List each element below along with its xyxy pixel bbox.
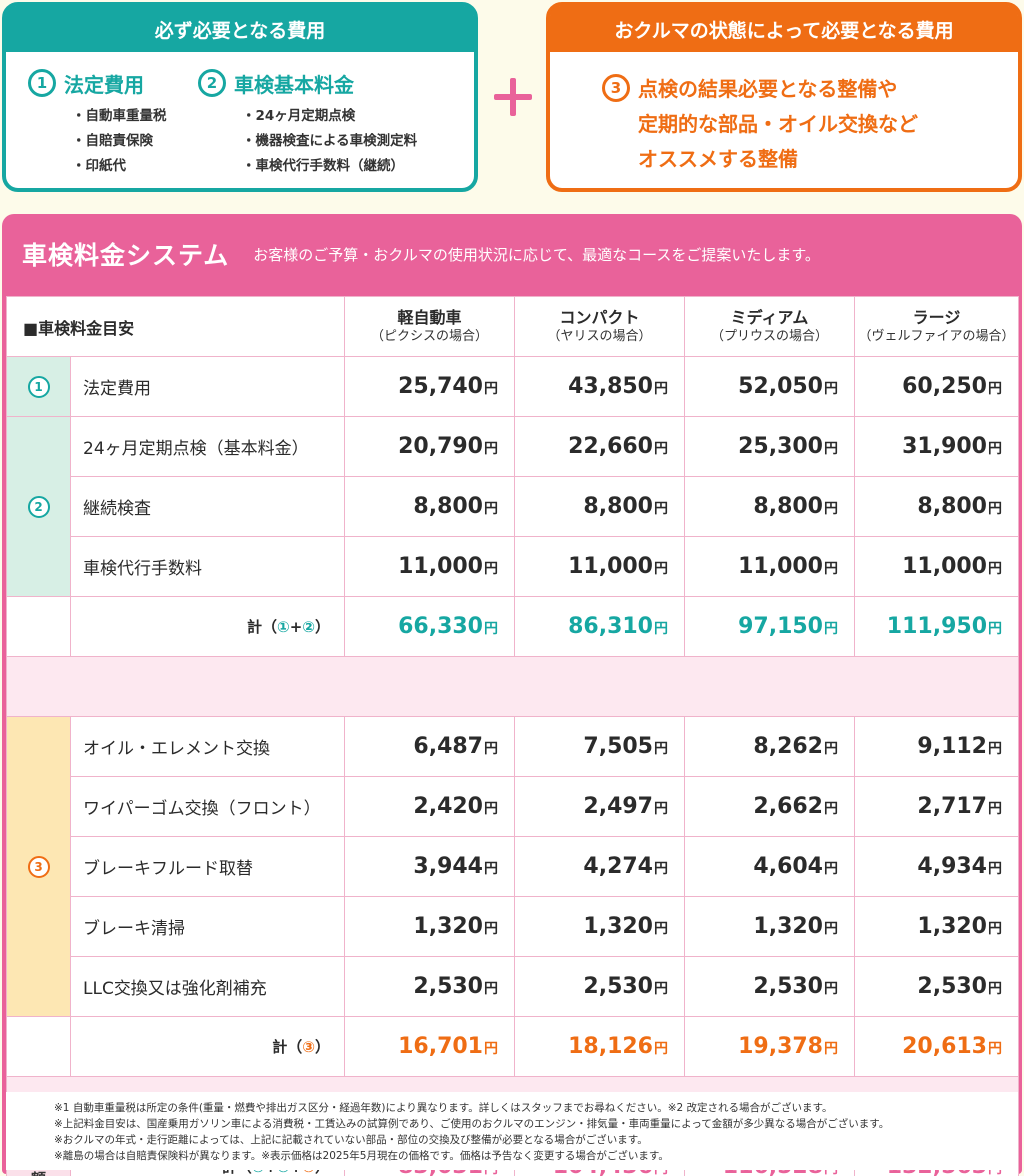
fee-table: ■車検料金目安 軽自動車 （ピクシスの場合） コンパクト （ヤリスの場合） ミディア… (6, 296, 1019, 1176)
plus-icon (488, 72, 538, 122)
legal-fees-list: ・自動車重量税 ・自賠責保険 ・印紙代 (72, 104, 198, 179)
car-header-compact: コンパクト （ヤリスの場合） (514, 296, 685, 357)
table-row: 2 24ヶ月定期点検（基本料金） 20,790円 22,660円 25,300円… (6, 416, 1019, 597)
footnote: ※1 自動車重量税は所定の条件(重量・燃費や排出ガス区分・経過年数)により異なり… (54, 1102, 833, 1114)
conditional-costs-box: おクルマの状態によって必要となる費用 3 点検の結果必要となる整備や 定期的な部… (546, 2, 1022, 192)
footnote: ※離島の場合は自賠責保険料が異なります。※表示価格は2025年5月現在の価格です… (54, 1150, 669, 1162)
car-header-kei: 軽自動車 （ピクシスの場合） (344, 296, 515, 357)
table-row: ブレーキフルード取替 3,944円 4,274円 4,604円 4,934円 (7, 836, 1019, 897)
table-row: LLC交換又は強化剤補充 2,530円 2,530円 2,530円 2,530円 (7, 956, 1019, 1017)
required-costs-box: 必ず必要となる費用 1 法定費用 ・自動車重量税 ・自賠責保険 ・印紙代 2 車… (2, 2, 478, 192)
list-item: ・車検代行手数料（継続） (242, 158, 404, 174)
list-item: ・機器検査による車検測定料 (242, 133, 418, 149)
basic-fee-list: ・24ヶ月定期点検 ・機器検査による車検測定料 ・車検代行手数料（継続） (242, 104, 458, 179)
list-item: ・印紙代 (72, 158, 126, 174)
number-1-icon: 1 (27, 375, 50, 398)
list-item: ・24ヶ月定期点検 (242, 108, 356, 124)
subtotal-1-2-label: 計（①+②） (70, 596, 345, 657)
group-1-mark: 1 (6, 356, 71, 417)
footnote: ※おクルマの年式・走行距離によっては、上記に記載されていない部品・部位の交換及び… (54, 1134, 648, 1146)
list-item: ・自賠責保険 (72, 133, 153, 149)
subtotal-1-2-row: 計（①+②） 66,330円 86,310円 97,150円 111,950円 (6, 596, 1019, 657)
table-row: 3 オイル・エレメント交換 6,487円 7,505円 8,262円 9,112… (6, 716, 1019, 1017)
legal-fees-title: 1 法定費用 (28, 68, 198, 98)
fee-system-panel: 車検料金システム お客様のご予算・おクルマの使用状況に応じて、最適なコースをご提… (2, 214, 1022, 1176)
number-3-icon: 3 (602, 74, 630, 102)
car-header-large: ラージ （ヴェルファイアの場合） (854, 296, 1019, 357)
required-costs-header: 必ず必要となる費用 (6, 6, 474, 52)
conditional-costs-header: おクルマの状態によって必要となる費用 (550, 6, 1018, 52)
footnotes: ※1 自動車重量税は所定の条件(重量・燃費や排出ガス区分・経過年数)により異なり… (6, 1092, 1018, 1170)
car-header-medium: ミディアム （プリウスの場合） (684, 296, 855, 357)
table-header-row: ■車検料金目安 軽自動車 （ピクシスの場合） コンパクト （ヤリスの場合） ミディア… (6, 296, 1019, 357)
subtotal-3-row: 計（③） 16,701円 18,126円 19,378円 20,613円 (6, 1016, 1019, 1077)
number-1-icon: 1 (28, 69, 56, 97)
number-3-icon: 3 (27, 855, 50, 878)
row-gap (6, 656, 1019, 717)
group-3-mark: 3 (6, 716, 71, 1017)
basic-fee-column: 2 車検基本料金 ・24ヶ月定期点検 ・機器検査による車検測定料 ・車検代行手数… (198, 68, 458, 179)
number-2-icon: 2 (27, 495, 50, 518)
footnote: ※上記料金目安は、国産乗用ガソリン車による消費税・工賃込みの試算例であり、ご使用… (54, 1118, 890, 1130)
table-row: ワイパーゴム交換（フロント） 2,420円 2,497円 2,662円 2,71… (7, 776, 1019, 837)
table-label: ■車検料金目安 (6, 296, 345, 357)
group-2-mark: 2 (6, 416, 71, 597)
legal-fees-column: 1 法定費用 ・自動車重量税 ・自賠責保険 ・印紙代 (28, 68, 198, 179)
subtotal-3-label: 計（③） (70, 1016, 345, 1077)
number-2-icon: 2 (198, 69, 226, 97)
panel-subtitle: お客様のご予算・おクルマの使用状況に応じて、最適なコースをご提案いたします。 (253, 245, 820, 264)
table-row: ブレーキ清掃 1,320円 1,320円 1,320円 1,320円 (7, 896, 1019, 957)
conditional-costs-text: 点検の結果必要となる整備や 定期的な部品・オイル交換など オススメする整備 (638, 77, 918, 171)
table-row: 継続検査 8,800円 8,800円 8,800円 8,800円 (7, 476, 1019, 537)
panel-title: 車検料金システム (22, 241, 230, 270)
table-row: 車検代行手数料 11,000円 11,000円 11,000円 11,000円 (7, 536, 1019, 597)
table-row: 1 法定費用 25,740円 43,850円 52,050円 60,250円 (6, 356, 1019, 417)
list-item: ・自動車重量税 (72, 108, 167, 124)
basic-fee-title: 2 車検基本料金 (198, 68, 458, 98)
